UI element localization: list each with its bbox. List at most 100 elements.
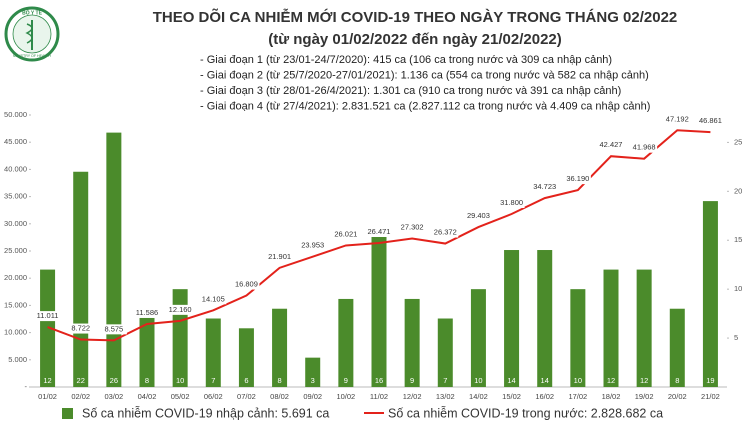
x-tick-label: 06/02 [204, 392, 223, 401]
data-label-bg [366, 226, 392, 237]
data-label-bg [34, 311, 61, 322]
bar [272, 308, 288, 387]
y2-tick-label: 10 [734, 284, 742, 293]
bar-label: 14 [541, 376, 549, 385]
data-label: 12.160 [169, 305, 192, 314]
y-tick-label: 40.000 [4, 164, 27, 173]
data-label-bg [299, 240, 326, 251]
bar [172, 289, 188, 387]
x-tick-label: 18/02 [602, 392, 621, 401]
legend-label: Số ca nhiễm COVID-19 nhập cảnh: 5.691 ca [82, 405, 329, 420]
x-tick-label: 04/02 [138, 392, 157, 401]
bar-label: 10 [176, 376, 184, 385]
data-label: 26.471 [368, 227, 391, 236]
y2-tick-label: 15 [734, 235, 742, 244]
y-tick-label: 35.000 [4, 192, 27, 201]
bar-label: 8 [675, 376, 679, 385]
data-label: 26.021 [334, 229, 357, 238]
data-label: 34.723 [533, 182, 556, 191]
bar [338, 298, 354, 387]
bar [537, 250, 553, 387]
bar-label: 12 [43, 376, 51, 385]
x-tick-label: 14/02 [469, 392, 488, 401]
bar-label: 8 [145, 376, 149, 385]
logo: BỘ Y TẾ MINISTRY OF HEALTH [4, 6, 60, 62]
bar-label: 12 [607, 376, 615, 385]
bar-label: 22 [77, 376, 85, 385]
line [47, 129, 711, 342]
bar-label: 16 [375, 376, 383, 385]
x-tick-label: 08/02 [270, 392, 289, 401]
data-label: 8.722 [71, 324, 90, 333]
y-tick-label: 45.000 [4, 137, 27, 146]
chart-subtitle: (từ ngày 01/02/2022 đến ngày 21/02/2022) [268, 31, 562, 48]
bar-label: 10 [574, 376, 582, 385]
data-label: 8.575 [104, 324, 123, 333]
data-label: 29.403 [467, 211, 490, 220]
x-tick-label: 09/02 [303, 392, 322, 401]
bar [669, 308, 685, 387]
y-tick-label: 5.000 [8, 355, 27, 364]
bar [570, 289, 586, 387]
x-tick-label: 11/02 [370, 392, 388, 401]
data-label-bg [332, 229, 359, 240]
bar-label: 6 [244, 376, 248, 385]
note: - Giai đoạn 2 (từ 25/7/2020-27/01/2021):… [200, 69, 649, 81]
bar [437, 318, 453, 387]
y-tick-label: 50.000 [4, 110, 27, 119]
bar-label: 7 [211, 376, 215, 385]
x-tick-label: 20/02 [668, 392, 687, 401]
note: - Giai đoạn 3 (từ 28/01-26/4/2021): 1.30… [200, 85, 621, 97]
data-label-bg [498, 198, 525, 209]
bar [305, 357, 321, 387]
data-label: 21.901 [268, 252, 291, 261]
data-label-bg [564, 174, 591, 185]
bar-label: 9 [410, 376, 414, 385]
y-tick-label: - [25, 382, 28, 391]
y2-tick-label: 20 [734, 186, 742, 195]
data-label-bg [664, 114, 691, 125]
note: - Giai đoạn 1 (từ 23/01-24/7/2020): 415 … [200, 54, 612, 66]
x-tick-label: 19/02 [635, 392, 654, 401]
bar-label: 12 [640, 376, 648, 385]
note: - Giai đoạn 4 (từ 27/4/2021): 2.831.521 … [200, 100, 650, 112]
data-label-bg [200, 294, 227, 305]
data-label: 11.586 [136, 308, 158, 317]
bar-label: 7 [443, 376, 447, 385]
x-tick-label: 16/02 [535, 392, 554, 401]
data-label-bg [465, 211, 492, 222]
data-label-bg [167, 304, 194, 315]
bar [404, 298, 420, 387]
bar [106, 132, 122, 387]
bar-label: 3 [311, 376, 315, 385]
data-label-bg [67, 323, 94, 334]
x-tick-label: 01/02 [38, 392, 57, 401]
data-label: 31.800 [500, 198, 523, 207]
x-tick-label: 02/02 [71, 392, 90, 401]
data-label-bg [233, 279, 260, 290]
data-label: 11.011 [37, 311, 59, 320]
bar [504, 250, 520, 387]
x-tick-label: 12/02 [403, 392, 422, 401]
y-tick-label: 30.000 [4, 219, 27, 228]
y-tick-label: 20.000 [4, 273, 27, 282]
data-label: 42.427 [600, 140, 623, 149]
data-label: 16.809 [235, 280, 258, 289]
data-label: 14.105 [202, 294, 225, 303]
bar [139, 308, 155, 387]
bar [603, 269, 619, 387]
x-tick-label: 17/02 [568, 392, 587, 401]
bar [238, 328, 254, 387]
x-tick-label: 03/02 [104, 392, 123, 401]
data-label: 47.192 [666, 114, 689, 123]
y2-tick-label: 5 [734, 333, 738, 342]
x-tick-label: 07/02 [237, 392, 256, 401]
data-label-bg [399, 222, 426, 233]
data-label-bg [631, 142, 658, 153]
bar-label: 14 [507, 376, 515, 385]
data-label: 27.302 [401, 222, 424, 231]
logo-snake [25, 23, 33, 44]
y-tick-label: 15.000 [4, 300, 27, 309]
data-label-bg [531, 182, 558, 193]
